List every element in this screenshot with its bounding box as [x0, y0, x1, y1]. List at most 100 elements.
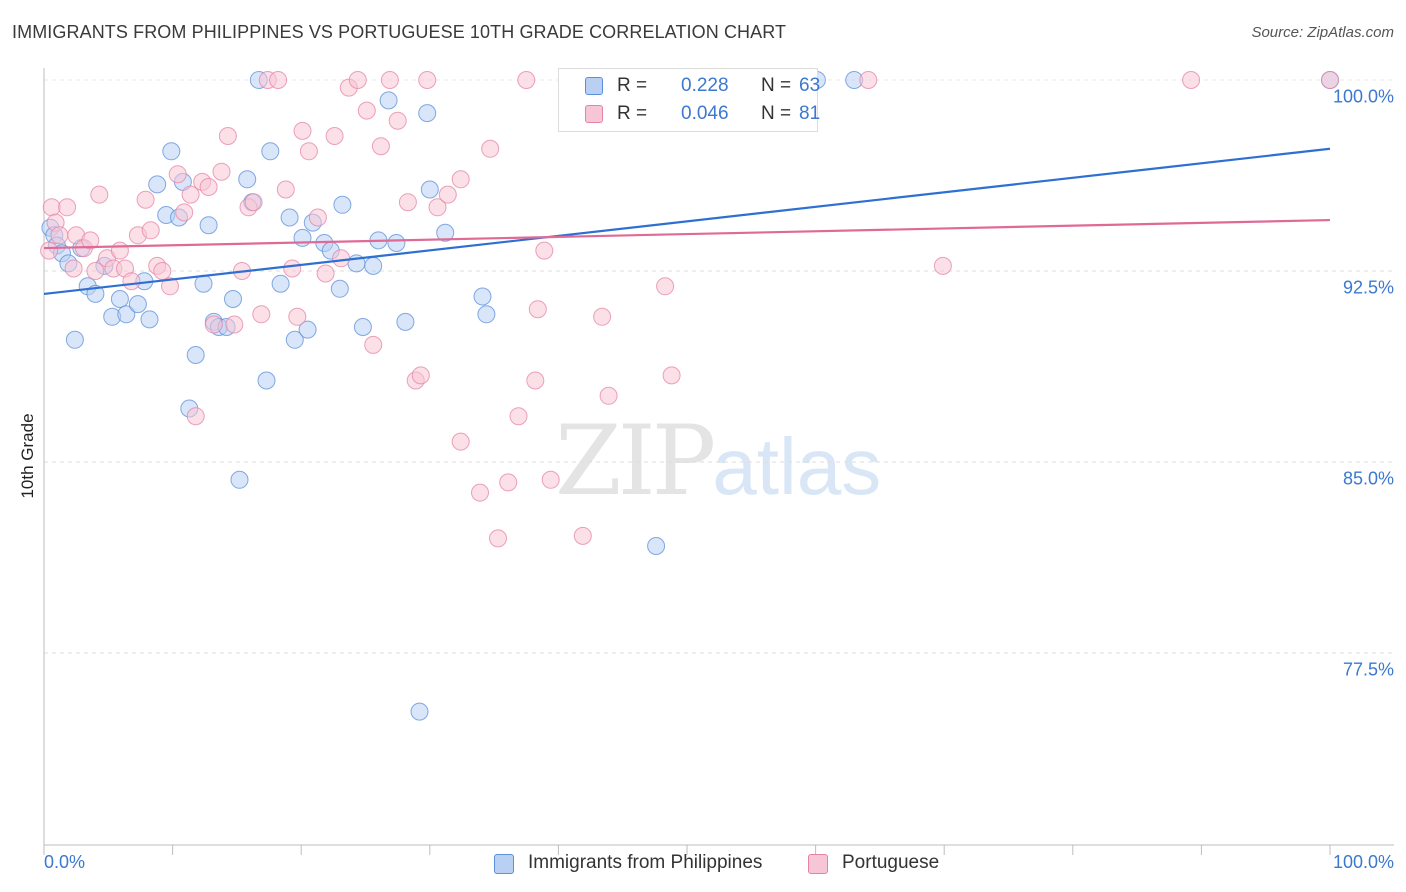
point-philippines	[257, 371, 276, 390]
point-portuguese	[269, 71, 288, 89]
y-tick-label: 92.5%	[1342, 277, 1394, 298]
r-label: R =	[617, 75, 648, 96]
point-philippines	[140, 310, 159, 329]
point-portuguese	[1182, 71, 1201, 89]
y-tick-label: 100.0%	[1332, 86, 1394, 107]
legend-swatch-portuguese	[808, 854, 828, 874]
trend-lines	[43, 147, 1331, 296]
point-philippines	[199, 216, 218, 235]
point-portuguese	[535, 241, 554, 260]
point-philippines	[128, 295, 147, 314]
r-value: 0.046	[681, 103, 729, 124]
point-portuguese	[181, 185, 200, 204]
point-portuguese	[428, 198, 447, 217]
point-portuguese	[110, 241, 129, 260]
point-philippines	[353, 318, 372, 336]
point-portuguese	[371, 137, 390, 156]
point-portuguese	[212, 162, 231, 181]
n-value: 63	[799, 75, 821, 96]
point-portuguese	[348, 71, 367, 89]
x-tick-label-max: 100.0%	[1332, 852, 1394, 872]
point-portuguese	[481, 139, 500, 158]
point-philippines	[162, 142, 181, 161]
watermark-atlas: atlas	[712, 422, 882, 511]
point-philippines	[330, 279, 349, 298]
point-portuguese	[499, 473, 518, 492]
point-portuguese	[398, 193, 417, 212]
point-portuguese	[168, 165, 187, 184]
point-portuguese	[90, 185, 109, 204]
point-portuguese	[526, 371, 545, 390]
point-portuguese	[451, 170, 470, 189]
point-philippines	[396, 312, 415, 331]
point-portuguese	[199, 178, 218, 196]
legend-label: Immigrants from Philippines	[528, 852, 763, 873]
y-tick-label: 85.0%	[1342, 468, 1394, 489]
point-portuguese	[153, 262, 172, 280]
n-label: N =	[761, 103, 792, 124]
point-philippines	[333, 195, 352, 214]
point-portuguese	[244, 193, 263, 212]
point-portuguese	[58, 198, 77, 217]
n-value: 81	[799, 103, 821, 124]
point-portuguese	[418, 71, 437, 89]
point-philippines	[285, 330, 304, 349]
point-portuguese	[332, 249, 351, 268]
data-points	[40, 71, 1339, 721]
point-portuguese	[64, 259, 83, 278]
point-portuguese	[276, 180, 295, 199]
point-portuguese	[573, 526, 592, 545]
zipatlas-watermark: ZIPatlas	[555, 405, 881, 517]
point-portuguese	[86, 262, 105, 280]
point-portuguese	[364, 335, 383, 354]
point-philippines	[410, 702, 429, 721]
point-portuguese	[411, 366, 430, 385]
point-philippines	[224, 290, 242, 308]
point-portuguese	[218, 127, 237, 145]
point-portuguese	[599, 386, 618, 405]
point-portuguese	[308, 208, 327, 227]
point-philippines	[186, 346, 205, 364]
x-tick-label-min: 0.0%	[44, 852, 86, 872]
point-portuguese	[380, 71, 399, 89]
point-philippines	[418, 104, 437, 123]
point-philippines	[387, 234, 406, 252]
point-portuguese	[1321, 71, 1339, 89]
point-philippines	[65, 330, 84, 349]
point-portuguese	[528, 300, 547, 319]
point-portuguese	[136, 190, 155, 209]
point-philippines	[194, 274, 213, 293]
point-philippines	[261, 142, 280, 161]
n-label: N =	[761, 75, 792, 96]
point-portuguese	[288, 307, 307, 326]
point-philippines	[364, 256, 383, 275]
y-tick-label: 77.5%	[1342, 659, 1394, 680]
point-portuguese	[81, 231, 100, 250]
trend-line-portuguese	[43, 218, 1331, 250]
point-portuguese	[186, 407, 205, 426]
point-portuguese	[517, 71, 536, 89]
point-portuguese	[451, 432, 470, 451]
point-portuguese	[122, 272, 141, 291]
point-portuguese	[541, 470, 560, 489]
point-philippines	[230, 470, 249, 489]
point-portuguese	[509, 407, 528, 426]
point-portuguese	[175, 203, 194, 222]
trend-line-philippines	[43, 147, 1331, 296]
point-philippines	[420, 180, 439, 199]
point-philippines	[293, 228, 312, 247]
r-label: R =	[617, 103, 648, 124]
chart-title: IMMIGRANTS FROM PHILIPPINES VS PORTUGUES…	[12, 22, 787, 42]
point-philippines	[298, 320, 317, 339]
point-portuguese	[50, 226, 69, 245]
point-philippines	[117, 305, 136, 324]
point-portuguese	[283, 259, 302, 278]
point-portuguese	[141, 221, 160, 240]
chart-source: Source: ZipAtlas.com	[1251, 24, 1394, 41]
point-portuguese	[471, 483, 489, 502]
point-portuguese	[593, 307, 612, 326]
point-philippines	[271, 274, 290, 293]
point-portuguese	[325, 127, 344, 145]
axes	[43, 68, 1394, 855]
legend: Immigrants from Philippines Portuguese	[0, 852, 1406, 878]
